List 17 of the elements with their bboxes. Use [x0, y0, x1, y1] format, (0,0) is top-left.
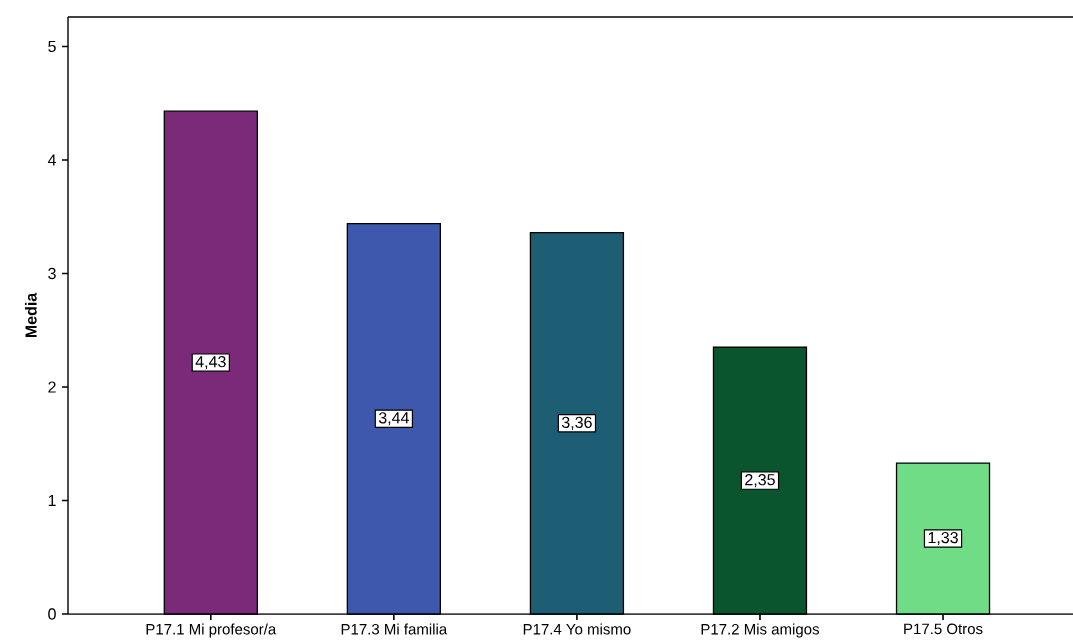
x-tick-label: P17.2 Mis amigos: [701, 623, 819, 638]
x-tick-label: P17.5 Otros: [904, 623, 983, 635]
data-label: 3,36: [561, 416, 592, 430]
x-tick-label: P17.4 Yo mismo: [523, 623, 631, 635]
data-label: 2,35: [745, 474, 775, 488]
y-tick-label: 0: [48, 608, 56, 620]
y-tick-label: 2: [48, 381, 56, 393]
y-tick-label: 1: [48, 494, 56, 506]
data-label: 1,33: [928, 531, 958, 546]
y-tick-label: 4: [47, 154, 56, 166]
x-tick-label: P17.1 Mi profesor/a: [146, 623, 277, 638]
x-tick-label: P17.3 Mi familia: [341, 623, 448, 635]
data-label: 3,44: [378, 412, 409, 426]
data-label: 4,43: [195, 355, 226, 370]
y-tick-label: 3: [48, 267, 56, 280]
y-tick-label: 5: [48, 40, 56, 53]
y-axis-title: Media: [24, 292, 37, 338]
